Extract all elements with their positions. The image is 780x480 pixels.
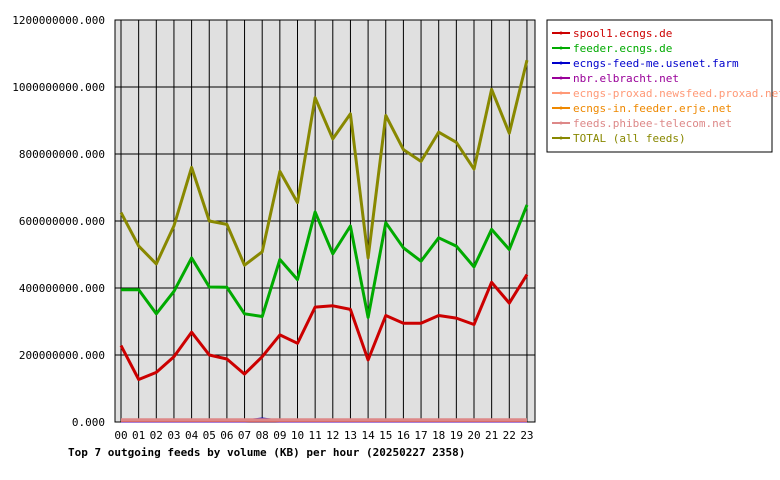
legend-label: feeds.phibee-telecom.net [573, 117, 732, 130]
legend-box [546, 19, 773, 153]
legend-marker [559, 106, 563, 110]
y-tick-label: 1200000000.000 [12, 14, 105, 27]
x-tick-label: 21 [485, 429, 498, 442]
legend-label: feeder.ecngs.de [573, 42, 672, 55]
legend-marker [559, 31, 563, 35]
legend-label: nbr.elbracht.net [573, 72, 679, 85]
legend-label: spool1.ecngs.de [573, 27, 672, 40]
y-tick-label: 200000000.000 [19, 349, 105, 362]
y-tick-label: 1000000000.000 [12, 81, 105, 94]
grid-lines [115, 20, 535, 422]
x-tick-label: 18 [432, 429, 445, 442]
legend-marker [559, 121, 563, 125]
legend-marker [559, 46, 563, 50]
x-tick-label: 14 [361, 429, 375, 442]
x-tick-label: 16 [397, 429, 410, 442]
legend-label: TOTAL (all feeds) [573, 132, 686, 145]
y-axis-ticks: 0.000 200000000.000 400000000.000 600000000… [12, 14, 105, 429]
x-tick-label: 15 [379, 429, 392, 442]
x-tick-label: 11 [309, 429, 322, 442]
x-tick-label: 02 [150, 429, 163, 442]
x-tick-label: 22 [503, 429, 516, 442]
x-tick-label: 13 [344, 429, 357, 442]
x-tick-label: 08 [256, 429, 269, 442]
legend-marker [559, 61, 563, 65]
y-tick-label: 400000000.000 [19, 282, 105, 295]
series-line [119, 273, 529, 381]
legend: spool1.ecngs.de feeder.ecngs.de ecngs-feed… [546, 19, 780, 153]
x-tick-label: 23 [520, 429, 533, 442]
chart-title: Top 7 outgoing feeds by volume (KB) per … [68, 446, 465, 459]
legend-marker [559, 136, 563, 140]
legend-label: ecngs-proxad.newsfeed.proxad.net [573, 87, 780, 100]
x-axis-ticks: 00 01 02 03 04 05 06 07 08 09 10 11 12 13 14 15 16 17 18 19… [114, 429, 533, 442]
x-tick-label: 12 [326, 429, 339, 442]
x-tick-label: 09 [273, 429, 286, 442]
series-line [119, 59, 529, 267]
legend-label: ecngs-feed-me.usenet.farm [573, 57, 739, 70]
x-tick-label: 01 [132, 429, 145, 442]
x-tick-label: 20 [467, 429, 480, 442]
x-tick-label: 03 [167, 429, 180, 442]
x-tick-label: 06 [220, 429, 233, 442]
x-tick-label: 00 [114, 429, 127, 442]
legend-label: ecngs-in.feeder.erje.net [573, 102, 732, 115]
series-line [121, 204, 529, 319]
x-tick-label: 17 [414, 429, 427, 442]
y-tick-label: 600000000.000 [19, 215, 105, 228]
legend-marker [559, 91, 563, 95]
x-tick-label: 04 [185, 429, 199, 442]
y-tick-label: 0.000 [72, 416, 105, 429]
x-tick-label: 05 [203, 429, 216, 442]
x-tick-label: 10 [291, 429, 304, 442]
y-tick-label: 800000000.000 [19, 148, 105, 161]
series-lines [119, 59, 529, 423]
x-tick-label: 19 [450, 429, 463, 442]
x-tick-label: 07 [238, 429, 251, 442]
legend-marker [559, 76, 563, 80]
